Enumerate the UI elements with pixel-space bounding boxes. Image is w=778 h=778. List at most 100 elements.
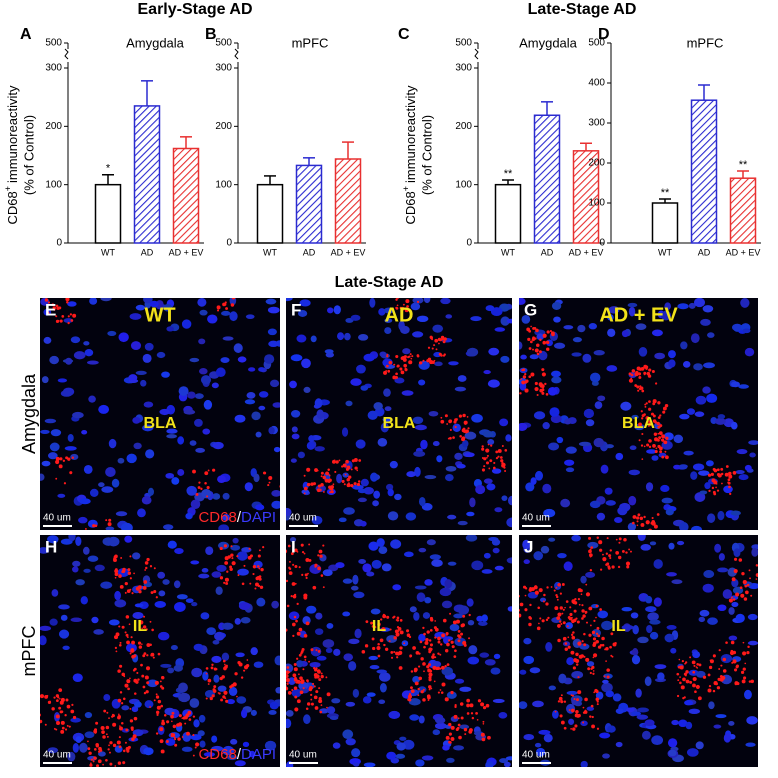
nucleus	[548, 442, 560, 451]
cd68-signal	[477, 699, 482, 703]
cd68-signal	[234, 672, 238, 676]
column-title: AD	[385, 304, 414, 326]
cd68-signal	[101, 730, 105, 734]
cd68-signal	[580, 593, 583, 596]
cd68-signal	[462, 614, 466, 618]
cd68-signal	[129, 652, 132, 655]
cd68-signal	[114, 554, 118, 559]
cd68-signal	[299, 676, 303, 680]
nucleus	[485, 305, 495, 312]
nucleus	[594, 401, 603, 409]
nucleus	[499, 758, 509, 764]
nucleus	[108, 438, 117, 449]
nucleus	[402, 348, 411, 355]
cd68-signal	[286, 628, 288, 632]
cd68-signal	[529, 603, 532, 607]
nucleus	[686, 408, 696, 415]
nucleus	[72, 566, 79, 573]
cd68-signal	[155, 710, 160, 715]
nucleus	[432, 324, 444, 333]
cd68-signal	[149, 643, 152, 646]
nucleus	[668, 350, 676, 359]
cd68-signal	[741, 679, 746, 684]
nucleus	[197, 298, 207, 307]
nucleus	[534, 742, 542, 748]
cd68-signal	[160, 749, 165, 754]
nucleus	[237, 356, 247, 363]
cd68-signal	[486, 454, 489, 457]
cd68-signal	[581, 617, 584, 620]
cd68-signal	[317, 554, 320, 557]
nucleus	[120, 522, 133, 530]
cd68-signal	[590, 667, 593, 671]
cd68-signal	[764, 586, 767, 589]
nucleus	[290, 536, 297, 543]
cd68-signal	[292, 594, 297, 599]
nucleus	[615, 452, 624, 461]
cd68-signal	[59, 710, 63, 714]
cd68-signal	[377, 622, 381, 627]
nucleus	[572, 337, 582, 343]
cd68-signal	[420, 690, 424, 694]
cd68-signal	[578, 603, 581, 606]
nucleus	[332, 742, 341, 749]
cd68-signal	[133, 716, 138, 721]
nucleus	[635, 323, 647, 330]
nucleus	[163, 304, 173, 312]
cd68-signal	[66, 724, 69, 727]
nucleus	[683, 450, 694, 456]
cd68-signal	[119, 641, 122, 644]
cd68-signal	[320, 471, 324, 475]
cd68-signal	[493, 461, 496, 465]
nucleus	[62, 645, 70, 650]
nucleus	[654, 664, 667, 670]
cd68-signal	[745, 590, 749, 595]
cd68-signal	[320, 475, 323, 478]
nucleus	[441, 600, 453, 609]
cd68-signal	[483, 457, 487, 461]
cd68-signal	[63, 482, 67, 485]
nucleus	[373, 402, 383, 411]
cd68-signal	[40, 719, 43, 724]
cd68-signal	[182, 716, 186, 720]
cd68-signal	[582, 721, 585, 724]
nucleus	[373, 490, 381, 499]
cd68-signal	[311, 682, 315, 686]
cd68-signal	[95, 743, 99, 747]
cd68-signal	[457, 717, 460, 720]
cd68-signal	[96, 764, 100, 767]
cd68-signal	[123, 749, 126, 753]
cd68-signal	[762, 562, 764, 564]
cd68-signal	[528, 347, 532, 350]
cd68-signal	[573, 697, 576, 701]
cd68-signal	[108, 518, 112, 522]
nucleus	[653, 597, 662, 607]
cd68-signal	[628, 548, 631, 551]
cd68-signal	[144, 561, 149, 565]
nucleus	[47, 452, 58, 460]
nucleus	[229, 311, 238, 322]
cd68-signal	[715, 682, 718, 686]
cd68-signal	[69, 471, 73, 475]
nucleus	[165, 472, 175, 479]
cd68-signal	[348, 475, 352, 479]
cd68-signal	[712, 654, 716, 658]
cd68-signal	[350, 468, 353, 471]
nucleus	[264, 740, 277, 751]
cd68-signal	[204, 471, 209, 476]
nucleus	[457, 605, 470, 615]
cd68-signal	[732, 659, 737, 664]
cd68-signal	[243, 669, 246, 672]
panel-letter: I	[291, 537, 296, 556]
nucleus	[698, 470, 710, 476]
cd68-signal	[132, 734, 137, 739]
nucleus	[738, 474, 749, 481]
cd68-signal	[682, 677, 686, 682]
cd68-signal	[716, 468, 720, 472]
cd68-signal	[497, 455, 500, 458]
cd68-signal	[561, 612, 564, 615]
nucleus	[586, 706, 595, 711]
nucleus	[483, 552, 491, 559]
cd68-signal	[721, 482, 723, 485]
cd68-signal	[313, 685, 316, 688]
